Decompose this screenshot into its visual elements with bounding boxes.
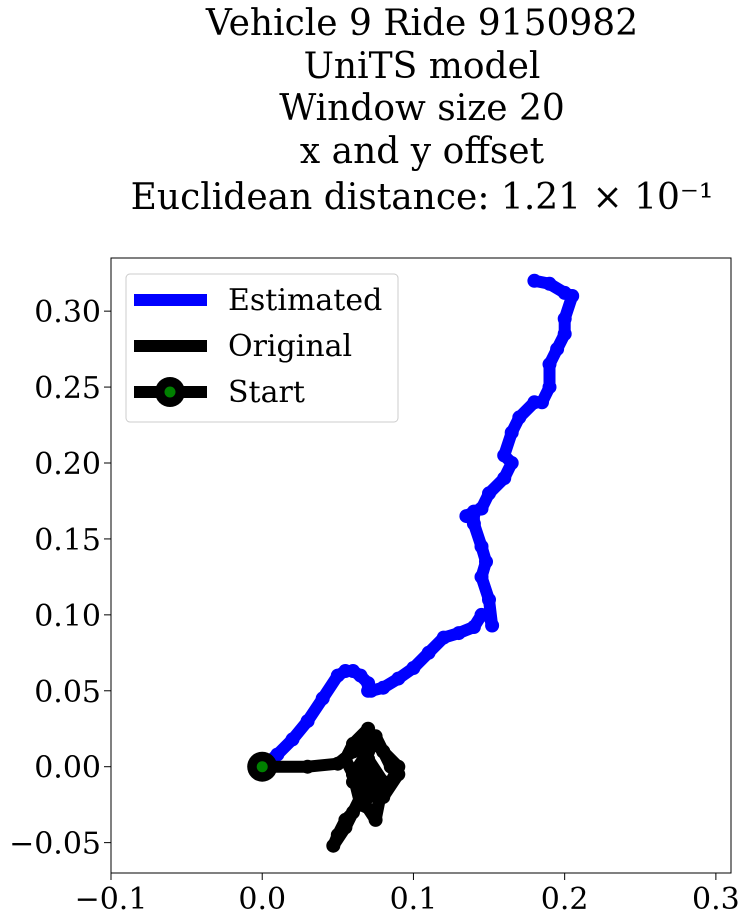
point-estimated xyxy=(474,539,489,554)
point-estimated xyxy=(542,380,557,395)
point-estimated xyxy=(376,680,391,695)
point-original xyxy=(368,812,383,827)
x-tick-label: 0.3 xyxy=(692,882,740,917)
point-estimated xyxy=(479,554,493,569)
point-estimated xyxy=(436,630,451,645)
legend: Estimated Original Start xyxy=(125,273,399,423)
point-original xyxy=(338,752,353,767)
point-original xyxy=(346,736,360,751)
x-axis: −0.1 0.0 0.1 0.2 0.3 xyxy=(75,873,740,917)
point-original xyxy=(346,767,360,782)
point-estimated xyxy=(315,691,330,706)
y-tick-label: 0.25 xyxy=(34,371,101,406)
point-original xyxy=(300,759,315,774)
point-estimated xyxy=(406,661,421,675)
point-estimated xyxy=(451,626,466,641)
point-estimated xyxy=(512,410,527,425)
point-estimated xyxy=(557,326,572,341)
point-estimated xyxy=(542,357,557,372)
point-original xyxy=(353,790,368,805)
point-estimated xyxy=(504,425,519,440)
point-estimated xyxy=(285,732,300,747)
point-original xyxy=(376,790,391,805)
legend-label-estimated: Estimated xyxy=(228,283,382,318)
x-tick-label: 0.1 xyxy=(390,882,438,917)
point-estimated xyxy=(474,569,489,584)
y-tick-label: −0.05 xyxy=(9,827,101,862)
y-axis: −0.05 0.00 0.05 0.10 0.15 0.20 0.25 0.30 xyxy=(9,295,111,862)
point-original xyxy=(326,838,341,853)
point-estimated xyxy=(535,395,549,410)
y-tick-label: 0.15 xyxy=(34,523,101,558)
legend-box xyxy=(125,273,399,423)
x-tick-label: 0.2 xyxy=(541,882,589,917)
point-estimated xyxy=(391,671,406,686)
x-tick-label: 0.0 xyxy=(238,882,286,917)
title-line-1: Vehicle 9 Ride 9150982 xyxy=(205,3,638,44)
point-original xyxy=(361,744,376,759)
point-estimated xyxy=(542,276,557,291)
y-tick-label: 0.05 xyxy=(34,675,101,710)
y-tick-label: 0.00 xyxy=(34,751,101,786)
point-estimated xyxy=(485,618,500,633)
start-marker-center xyxy=(256,761,268,773)
point-original xyxy=(338,820,353,835)
point-estimated xyxy=(482,592,496,607)
point-estimated xyxy=(421,645,436,660)
title-line-5: Euclidean distance: 1.21 × 10⁻¹ xyxy=(131,177,714,218)
y-tick-label: 0.20 xyxy=(34,447,101,482)
title-line-2: UniTS model xyxy=(304,46,541,87)
title-line-4: x and y offset xyxy=(300,131,545,172)
y-tick-label: 0.30 xyxy=(34,295,101,330)
point-original xyxy=(368,729,383,744)
point-estimated xyxy=(557,311,572,326)
point-estimated xyxy=(482,486,496,501)
point-estimated xyxy=(466,620,481,634)
point-estimated xyxy=(474,501,489,516)
point-original xyxy=(376,774,391,789)
point-estimated xyxy=(550,342,565,357)
point-estimated xyxy=(497,448,512,463)
legend-start-marker-center xyxy=(164,386,176,398)
point-original xyxy=(376,744,391,759)
point-estimated xyxy=(300,714,315,729)
x-tick-label: −0.1 xyxy=(75,882,148,917)
title-line-3: Window size 20 xyxy=(279,88,565,129)
legend-label-start: Start xyxy=(228,375,305,410)
plot-frame xyxy=(110,257,732,874)
point-original xyxy=(361,774,376,789)
legend-label-original: Original xyxy=(228,329,352,364)
point-estimated xyxy=(364,683,379,698)
y-tick-label: 0.10 xyxy=(34,599,101,634)
point-estimated xyxy=(527,273,542,288)
point-original xyxy=(391,767,406,782)
plot-series xyxy=(247,273,580,853)
point-estimated xyxy=(497,471,512,486)
point-estimated xyxy=(482,607,496,622)
point-estimated xyxy=(557,285,572,300)
